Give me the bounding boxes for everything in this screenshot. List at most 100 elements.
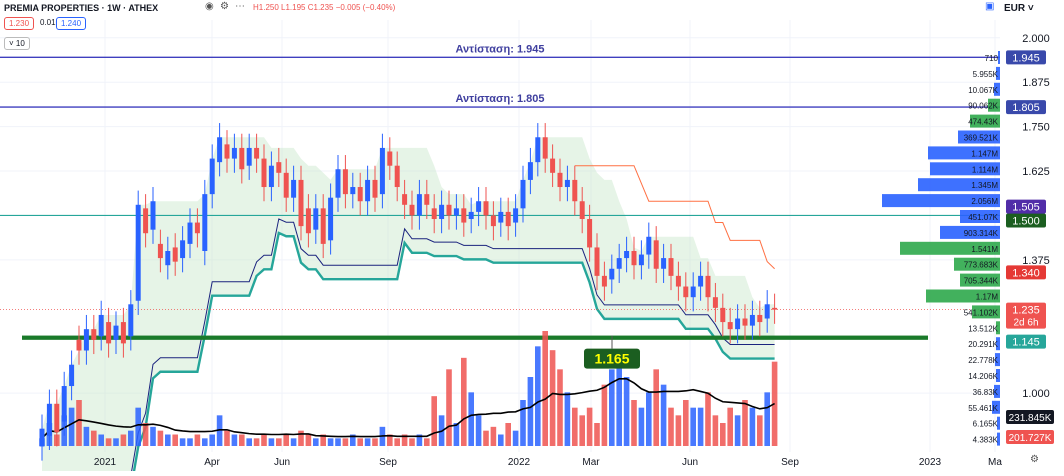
candle — [668, 258, 674, 276]
volume-profile-bar — [996, 321, 1000, 335]
candle — [439, 204, 445, 220]
volume-bar — [542, 331, 548, 446]
volume-profile-bar — [996, 369, 1000, 382]
candle — [572, 179, 578, 202]
candle — [675, 275, 681, 287]
candle — [757, 314, 763, 323]
candle — [609, 268, 615, 280]
candle — [342, 169, 348, 195]
volume-tag-label: 231.845K — [1009, 413, 1052, 424]
volume-profile-label: 773.683K — [964, 261, 999, 270]
x-tick-label: Ma — [988, 457, 1002, 468]
volume-bar — [298, 430, 304, 446]
candle — [720, 307, 726, 323]
candle — [313, 208, 319, 230]
ask-price[interactable]: 1.240 — [56, 17, 87, 30]
candle — [120, 322, 126, 344]
candle — [298, 179, 304, 227]
candle — [772, 307, 778, 310]
price-tag-label: 1.505 — [1012, 202, 1040, 214]
symbol-title[interactable]: PREMIA PROPERTIES · 1W · ATHEX — [4, 3, 159, 13]
candle — [453, 208, 459, 216]
volume-profile-bar — [900, 241, 1000, 255]
eye-icon[interactable]: ◉ — [205, 1, 214, 12]
volume-profile-label: 369.521K — [964, 134, 999, 143]
volume-bar — [594, 423, 600, 446]
volume-bar — [342, 438, 349, 446]
volume-profile-bar — [997, 432, 1000, 446]
x-tick-label: Sep — [781, 457, 799, 468]
volume-bar — [113, 438, 119, 446]
candle — [128, 304, 134, 337]
y-tick-label: 1.625 — [1022, 166, 1050, 178]
volume-bar — [283, 434, 289, 446]
candle — [320, 208, 326, 244]
candle — [424, 194, 430, 205]
candle — [365, 179, 371, 202]
volume-profile-label: 14.206K — [968, 372, 998, 381]
candle — [239, 147, 245, 170]
candle — [328, 197, 334, 241]
candle — [246, 147, 252, 166]
volume-profile-bar — [997, 416, 1000, 430]
volume-profile-label: 541.102K — [964, 308, 999, 317]
volume-bar — [683, 400, 689, 446]
trailing-stop-line — [42, 218, 775, 476]
volume-profile-bar — [994, 82, 1000, 96]
more-icon[interactable]: ⋯ — [235, 1, 245, 12]
volume-bar — [490, 426, 497, 446]
candle — [187, 222, 193, 244]
volume-bar — [446, 369, 452, 446]
candle — [283, 172, 289, 198]
x-tick-label: Jun — [682, 457, 698, 468]
candle — [217, 137, 223, 163]
volume-bar — [305, 434, 312, 446]
candle — [335, 169, 341, 198]
lock-icon[interactable]: ▣ — [985, 1, 995, 12]
volume-profile-bar — [972, 305, 1000, 319]
volume-profile-bar — [940, 225, 1000, 239]
candle — [550, 158, 556, 173]
volume-bar — [76, 400, 82, 446]
resistance-trail-line — [574, 165, 775, 270]
avg-volume-tag-label: 201.727K — [1009, 433, 1052, 444]
candle — [135, 204, 141, 301]
volume-profile-label: 5.955K — [973, 70, 999, 79]
bid-price[interactable]: 1.230 — [4, 17, 35, 30]
candle — [261, 158, 267, 188]
volume-bar — [601, 384, 608, 446]
volume-bar — [165, 434, 171, 446]
volume-tag — [1006, 410, 1054, 424]
volume-profile-label: 1.17M — [976, 293, 999, 302]
volume-bar — [387, 434, 393, 446]
candles-layer — [39, 123, 778, 461]
volume-bar — [253, 438, 260, 446]
volume-bar — [105, 438, 112, 446]
candle — [394, 165, 400, 188]
gear-icon[interactable]: ⚙ — [1030, 454, 1039, 465]
volume-bar — [268, 438, 275, 446]
volume-bar — [431, 396, 437, 446]
price-tag — [1006, 265, 1046, 280]
candle — [513, 208, 519, 223]
currency-label: EUR — [1004, 3, 1026, 14]
currency-select[interactable]: EUR ˅ — [1004, 3, 1034, 14]
candle — [91, 329, 97, 340]
volume-profile-label: 1.345M — [971, 181, 998, 190]
volume-bar — [720, 423, 726, 446]
avg-volume-tag — [1006, 430, 1054, 444]
volume-bar — [327, 438, 334, 446]
volume-bar — [179, 438, 186, 446]
volume-bar — [128, 430, 134, 446]
candle — [431, 208, 437, 220]
candle — [683, 286, 689, 298]
volume-bar — [609, 369, 615, 446]
candle — [402, 194, 408, 205]
y-tick-label: 1.000 — [1022, 388, 1050, 400]
settings-icon[interactable]: ⚙ — [220, 1, 229, 12]
volume-profile-bar — [918, 178, 1000, 192]
indicator-param[interactable]: ˅ 10 — [4, 37, 30, 50]
volume-bar — [335, 438, 341, 446]
